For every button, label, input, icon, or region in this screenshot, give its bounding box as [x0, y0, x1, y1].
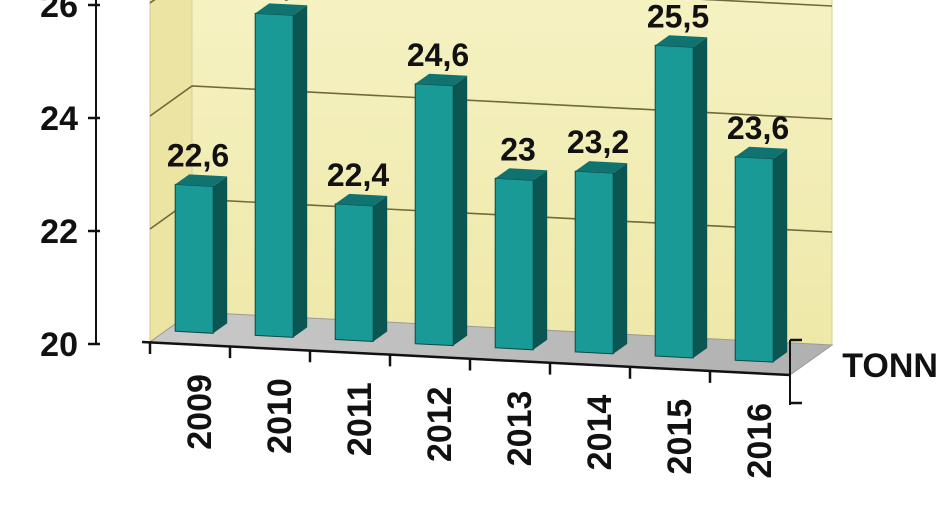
- bar-side: [453, 75, 468, 346]
- bar-front: [574, 170, 614, 355]
- x-tick-label: 2015: [661, 399, 699, 475]
- bar-top: [415, 73, 468, 86]
- bar-side: [533, 170, 548, 350]
- bar-top: [255, 3, 308, 16]
- x-tick-label: 2014: [581, 395, 619, 471]
- x-axis-line: [141, 340, 791, 377]
- bar-front: [734, 156, 774, 363]
- bar-top: [495, 168, 548, 181]
- bar: [174, 174, 228, 334]
- x-tick-label: 2012: [421, 386, 459, 462]
- bar: [654, 35, 708, 359]
- bar-side: [693, 37, 708, 359]
- x-tick-label: 2016: [741, 403, 779, 479]
- y-tick-label: 26: [40, 0, 78, 25]
- data-label: 25,5: [647, 0, 709, 34]
- data-label: 22,6: [167, 137, 229, 173]
- x-tick-label: 2010: [261, 378, 299, 454]
- bar-side: [293, 5, 308, 338]
- labels: 22,6 2009 25,7 2010 22,4 2011 24,6 2012 23 2013 23…: [167, 0, 789, 479]
- data-label: 24,6: [407, 37, 469, 73]
- y-tick-label: 20: [40, 326, 78, 364]
- bar-side: [773, 148, 788, 363]
- x-tick-label: 2011: [341, 382, 379, 456]
- chart-walls: [148, 0, 834, 376]
- bar-front: [334, 203, 374, 343]
- bar-front: [174, 183, 214, 334]
- data-label: 23,2: [567, 124, 629, 160]
- data-label: 25,7: [247, 0, 309, 2]
- y-tick-label: 22: [40, 213, 78, 251]
- bar: [334, 193, 388, 343]
- bar-top: [175, 174, 228, 187]
- bar-front: [654, 44, 694, 359]
- bar-top: [735, 146, 788, 159]
- data-label: 23: [500, 131, 536, 167]
- bar: [494, 168, 548, 351]
- bar: [254, 3, 308, 338]
- unit-label: TONN: [842, 347, 938, 385]
- gridline: [149, 85, 833, 120]
- bar-top: [575, 161, 628, 174]
- bar-top: [335, 193, 388, 206]
- bar-side: [213, 176, 228, 334]
- bar-side: [613, 163, 628, 354]
- bar: [414, 73, 468, 347]
- bar-front: [254, 12, 294, 338]
- axes: 20 22 24 26 TONN: [40, 0, 938, 405]
- bar: [734, 146, 788, 363]
- x-tick-label: 2009: [181, 374, 219, 450]
- bar-top: [655, 35, 708, 48]
- y-tick-label: 24: [40, 100, 78, 138]
- bar-side: [373, 195, 388, 342]
- data-label: 23,6: [727, 110, 789, 146]
- bar-front: [414, 83, 454, 347]
- bar-front: [494, 177, 534, 351]
- data-label: 22,4: [327, 157, 389, 193]
- bars: [174, 3, 788, 363]
- bar: [574, 161, 628, 355]
- x-tick-label: 2013: [501, 391, 539, 467]
